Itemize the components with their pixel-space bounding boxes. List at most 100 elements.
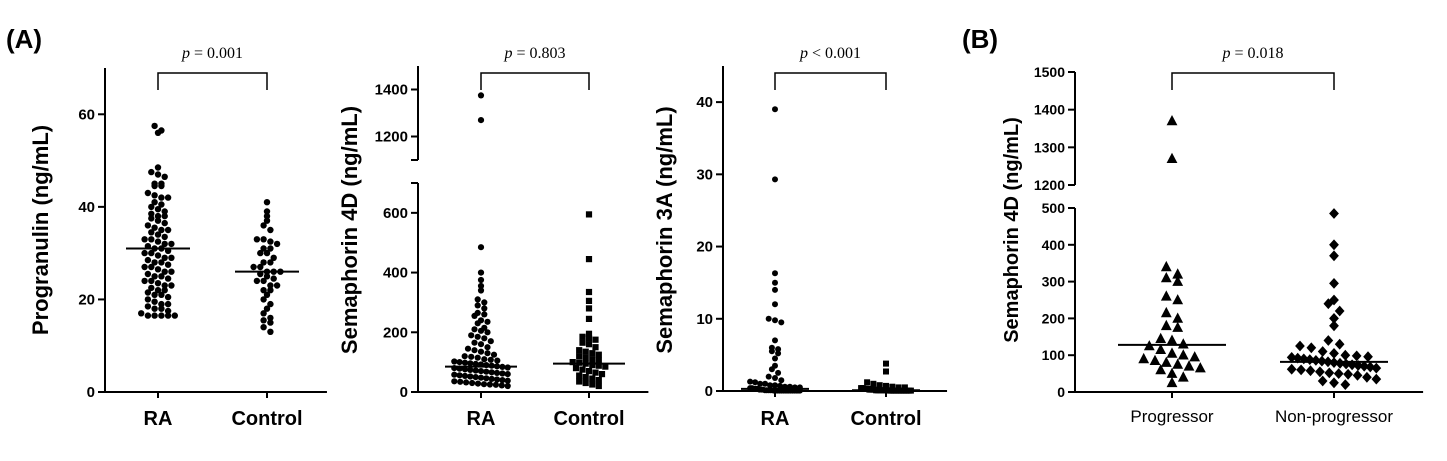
data-point	[257, 249, 264, 257]
y-tick-label: 0	[1057, 384, 1065, 400]
panel-label-b: (B)	[962, 24, 998, 54]
y-tick-label: 100	[1042, 347, 1066, 363]
data-point	[144, 222, 152, 229]
data-point	[1189, 351, 1201, 362]
data-point	[1160, 272, 1172, 283]
data-point	[1155, 343, 1167, 354]
data-point	[161, 268, 168, 275]
data-point	[161, 254, 168, 261]
data-point	[895, 384, 902, 391]
data-point	[595, 382, 602, 390]
data-point	[161, 287, 168, 294]
data-point	[582, 379, 589, 387]
data-point	[158, 312, 165, 319]
data-point	[477, 117, 485, 124]
y-tick-label: 500	[1042, 200, 1066, 216]
data-point	[490, 351, 498, 358]
x-category-label: Control	[850, 408, 921, 430]
data-point	[1311, 355, 1321, 366]
data-point	[870, 380, 877, 387]
data-point	[1160, 356, 1172, 367]
data-point	[477, 282, 485, 290]
data-point	[1172, 358, 1184, 369]
data-point	[151, 259, 158, 266]
data-point	[1177, 349, 1189, 360]
data-point	[260, 296, 267, 303]
data-point	[772, 270, 778, 277]
significance-bracket	[480, 72, 590, 90]
data-point	[148, 203, 155, 211]
data-point	[158, 259, 165, 266]
significance-bracket	[157, 72, 268, 90]
data-point	[481, 335, 488, 342]
data-point	[772, 382, 778, 389]
data-point	[1329, 239, 1339, 251]
data-point	[1352, 370, 1363, 381]
data-point	[772, 106, 778, 113]
data-point	[1365, 361, 1376, 373]
data-point	[585, 368, 593, 375]
data-point	[1341, 358, 1351, 370]
data-point	[474, 302, 481, 309]
data-point	[148, 263, 155, 271]
data-point	[772, 317, 778, 324]
y-tick-label: 400	[383, 265, 408, 282]
data-point	[592, 336, 599, 343]
data-point	[1371, 362, 1382, 374]
data-point	[158, 305, 165, 312]
data-point	[141, 236, 148, 243]
data-point	[1340, 349, 1351, 361]
data-point	[585, 335, 593, 342]
data-point	[481, 356, 488, 363]
data-point	[164, 261, 172, 268]
data-point	[456, 372, 463, 379]
data-point	[1362, 371, 1372, 383]
data-point	[483, 368, 490, 375]
data-point	[164, 275, 172, 282]
data-point	[1172, 312, 1184, 323]
data-point	[141, 263, 148, 271]
data-point	[151, 298, 158, 305]
data-point	[778, 377, 785, 384]
y-tick-label: 1400	[375, 82, 408, 99]
data-point	[260, 324, 267, 331]
data-point	[1166, 334, 1178, 345]
data-point	[775, 350, 782, 357]
data-point	[585, 288, 593, 296]
data-point	[1329, 250, 1339, 262]
semaphorin-4d-ra-plot: 0 200 400 600 1200 1400 RA Control Semaphorin 4D…	[337, 45, 649, 430]
data-point	[1166, 347, 1178, 358]
data-point	[168, 282, 175, 289]
data-point	[1160, 290, 1172, 301]
y-tick-label: 20	[696, 239, 713, 256]
progranulin-plot: 0 20 40 60 RA Control Progranulin (ng/mL) p = 0…	[28, 45, 327, 430]
data-point	[1340, 379, 1351, 390]
data-point	[1166, 367, 1178, 378]
data-point	[154, 212, 162, 220]
y-tick-label: 0	[705, 383, 713, 400]
data-point	[469, 379, 476, 387]
data-point	[263, 199, 271, 206]
data-point	[1155, 364, 1167, 375]
data-point	[504, 382, 511, 390]
data-point	[589, 375, 596, 382]
data-point	[772, 337, 778, 344]
data-point	[579, 333, 586, 340]
data-point	[151, 273, 158, 280]
data-point	[494, 357, 501, 364]
data-point	[585, 297, 593, 304]
data-point	[602, 363, 609, 370]
data-point	[480, 381, 488, 388]
data-point	[260, 277, 267, 285]
data-point	[161, 173, 168, 180]
data-point	[168, 268, 175, 275]
data-point	[499, 370, 506, 377]
data-point	[1351, 350, 1362, 362]
x-category-label: Progressor	[1130, 407, 1213, 426]
data-point	[1334, 305, 1345, 317]
data-point	[267, 282, 274, 289]
data-point	[477, 287, 485, 294]
data-point	[1166, 115, 1178, 126]
data-point	[141, 277, 148, 285]
p-value-label: p = 0.803	[503, 45, 565, 62]
